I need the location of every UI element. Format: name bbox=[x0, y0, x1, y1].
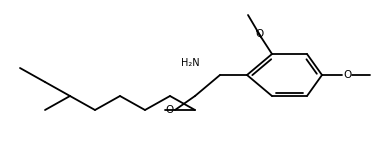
Text: H₂N: H₂N bbox=[182, 58, 200, 68]
Text: O: O bbox=[255, 29, 263, 39]
Text: O: O bbox=[343, 70, 351, 80]
Text: O: O bbox=[166, 105, 174, 115]
